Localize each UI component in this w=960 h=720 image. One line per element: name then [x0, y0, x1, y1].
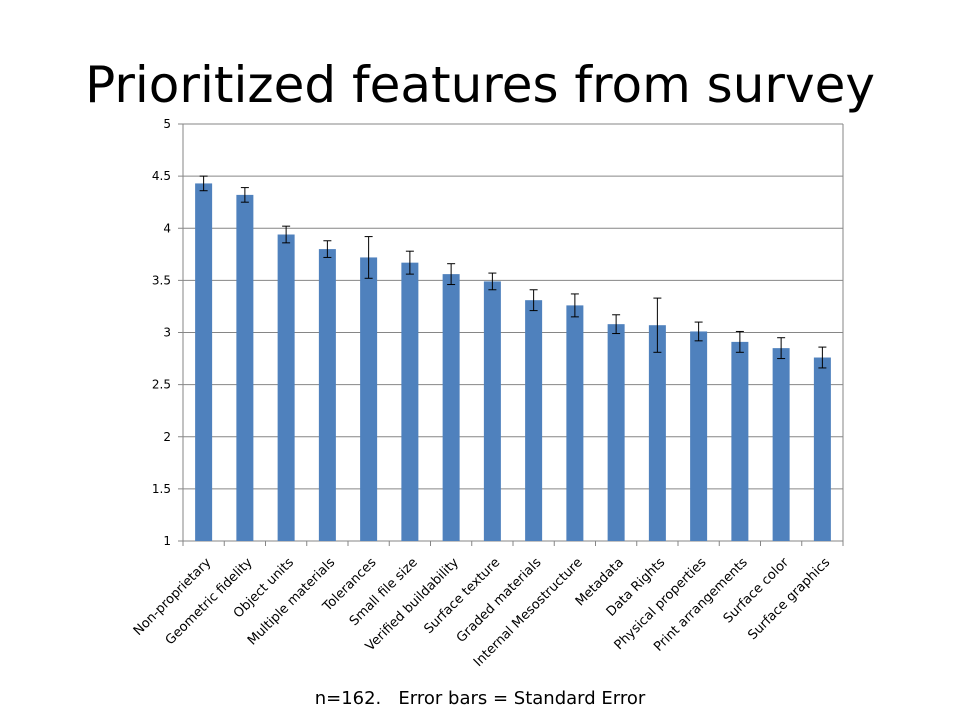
- y-tick-label: 1.5: [152, 482, 171, 496]
- y-tick-label: 3: [163, 326, 171, 340]
- y-tick-label: 2.5: [152, 378, 171, 392]
- y-tick-label: 1: [163, 534, 171, 548]
- y-tick-label: 2: [163, 430, 171, 444]
- y-tick-label: 3.5: [152, 273, 171, 287]
- bar: [442, 274, 460, 541]
- error-bar: [612, 314, 621, 335]
- bars: [195, 183, 831, 542]
- error-bar: [199, 175, 208, 192]
- error-bar: [447, 263, 456, 286]
- page-title: Prioritized features from survey: [85, 56, 875, 114]
- bar: [401, 262, 419, 541]
- bar: [525, 300, 543, 541]
- error-bar: [240, 187, 249, 203]
- bar: [772, 348, 790, 541]
- error-bar: [777, 337, 786, 360]
- error-bar: [735, 330, 744, 353]
- bar: [648, 325, 666, 541]
- bar: [690, 331, 708, 541]
- bar: [236, 194, 254, 541]
- y-tick-label: 5: [163, 117, 171, 131]
- error-bar: [529, 289, 538, 312]
- error-bar: [364, 236, 373, 279]
- bar: [483, 281, 501, 541]
- bar: [607, 324, 625, 541]
- x-tick-label: Surface texture: [421, 555, 503, 637]
- bar: [195, 183, 213, 542]
- error-bar: [405, 250, 414, 275]
- error-bar: [282, 225, 291, 244]
- bar: [277, 234, 295, 541]
- error-bar: [653, 297, 662, 353]
- bar: [566, 305, 584, 541]
- error-bar: [323, 240, 332, 258]
- error-bar: [694, 321, 703, 342]
- error-bars: [199, 175, 827, 369]
- y-tick-labels: 1 1.5 2 2.5 3 3.5 4 4.5 5: [152, 117, 171, 548]
- error-bar: [570, 293, 579, 318]
- bar: [731, 341, 749, 541]
- bar: [360, 257, 378, 541]
- bar: [813, 357, 831, 541]
- y-tick-label: 4: [163, 221, 171, 235]
- error-bar: [818, 346, 827, 369]
- footnote: n=162. Error bars = Standard Error: [314, 688, 646, 709]
- y-tick-label: 4.5: [152, 169, 171, 183]
- error-bar: [488, 272, 497, 291]
- bar: [318, 249, 336, 541]
